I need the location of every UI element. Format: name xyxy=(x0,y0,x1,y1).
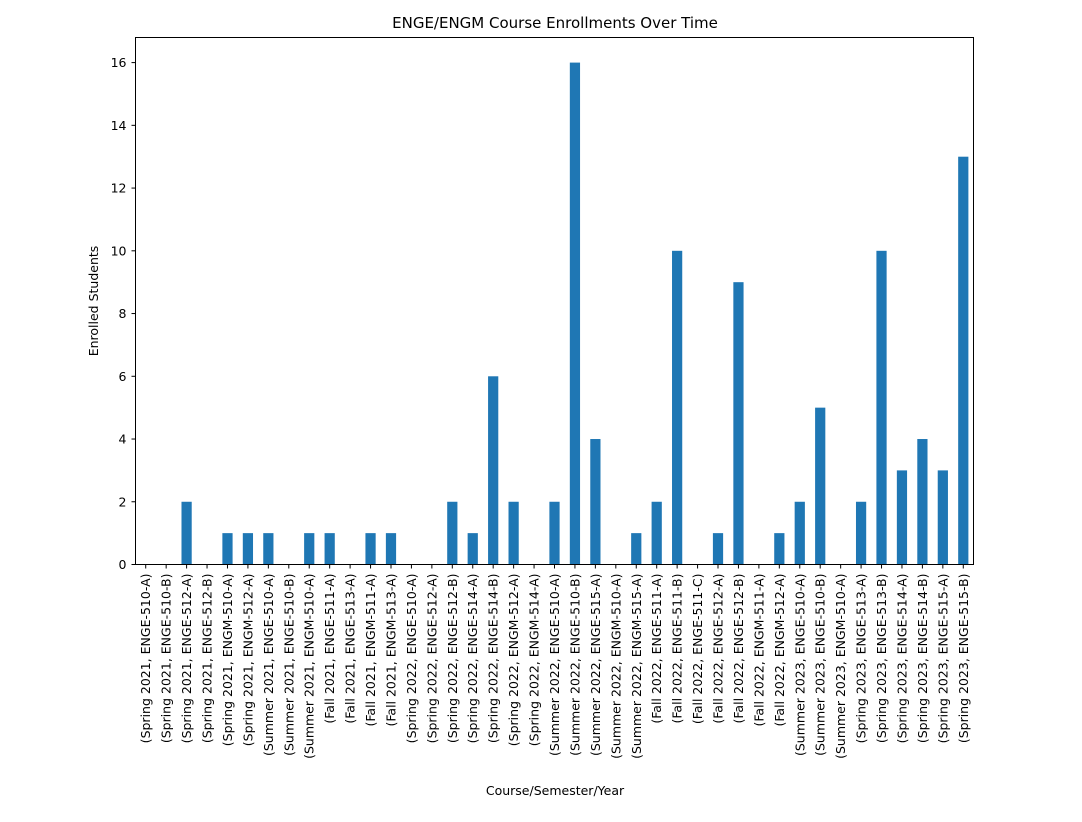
x-tick-label: (Spring 2022, ENGE-514-B) xyxy=(486,574,501,744)
x-tick-label: (Summer 2022, ENGE-510-A) xyxy=(547,574,562,757)
bar xyxy=(324,533,335,565)
x-tick-label: (Spring 2022, ENGM-514-A) xyxy=(527,574,542,747)
bar xyxy=(896,470,908,565)
x-tick-label: (Spring 2021, ENGM-510-A) xyxy=(220,574,235,747)
bar xyxy=(876,250,887,565)
x-tick-label: (Summer 2023, ENGE-510-A) xyxy=(792,574,807,757)
y-tick-label: 8 xyxy=(119,306,127,321)
y-axis-label: Enrolled Students xyxy=(86,246,101,357)
x-tick-label: (Fall 2022, ENGE-512-A) xyxy=(711,574,726,724)
x-tick-label: (Spring 2023, ENGE-513-B) xyxy=(874,574,889,744)
x-tick-label: (Fall 2021, ENGE-511-A) xyxy=(322,574,337,724)
y-tick-label: 12 xyxy=(111,181,127,196)
x-tick-label: (Fall 2022, ENGM-511-A) xyxy=(751,574,766,727)
plot-frame xyxy=(135,37,974,565)
bar xyxy=(365,533,376,565)
y-tick-label: 2 xyxy=(119,494,127,509)
y-tick-label: 14 xyxy=(111,118,127,133)
x-tick-label: (Spring 2023, ENGE-514-A) xyxy=(894,574,909,744)
x-tick-label: (Spring 2021, ENGE-510-B) xyxy=(159,574,174,744)
y-tick-label: 16 xyxy=(111,55,127,70)
bar xyxy=(488,376,499,565)
x-tick-label: (Fall 2021, ENGM-513-A) xyxy=(383,574,398,727)
bar xyxy=(631,533,642,565)
x-tick-label: (Summer 2021, ENGE-510-A) xyxy=(261,574,276,757)
x-tick-label: (Summer 2022, ENGE-515-A) xyxy=(588,574,603,757)
bar xyxy=(855,501,867,565)
bar xyxy=(508,501,519,565)
x-tick-label: (Summer 2022, ENGM-510-A) xyxy=(608,574,623,759)
x-tick-label: (Spring 2021, ENGE-512-B) xyxy=(200,574,215,744)
x-tick-label: (Fall 2022, ENGE-511-B) xyxy=(670,574,685,724)
bar xyxy=(794,501,805,565)
x-tick-label: (Spring 2021, ENGM-512-A) xyxy=(240,574,255,747)
bar xyxy=(569,62,581,565)
x-tick-label: (Spring 2021, ENGE-510-A) xyxy=(138,574,153,744)
x-tick-label: (Summer 2021, ENGM-510-A) xyxy=(302,574,317,759)
y-tick-label: 0 xyxy=(119,557,127,572)
x-tick-label: (Fall 2022, ENGE-511-C) xyxy=(690,574,705,725)
bar xyxy=(385,533,397,565)
bar xyxy=(549,501,560,565)
bar xyxy=(917,439,928,565)
bar xyxy=(651,501,662,565)
bar xyxy=(242,533,254,565)
x-tick-label: (Spring 2022, ENGM-512-A) xyxy=(506,574,521,747)
x-tick-label: (Summer 2022, ENGE-510-B) xyxy=(567,574,582,756)
x-tick-label: (Spring 2022, ENGE-514-A) xyxy=(465,574,480,744)
x-tick-label: (Spring 2023, ENGE-513-A) xyxy=(854,574,869,744)
x-tick-label: (Fall 2022, ENGM-512-A) xyxy=(772,574,787,727)
bar xyxy=(467,533,478,565)
bar xyxy=(590,439,601,565)
x-axis-label: Course/Semester/Year xyxy=(486,783,625,798)
bar xyxy=(263,533,274,565)
x-tick-label: (Summer 2023, ENGE-510-B) xyxy=(813,574,828,756)
x-tick-label: (Spring 2023, ENGE-514-B) xyxy=(915,574,930,744)
bar xyxy=(304,533,315,565)
bar xyxy=(774,533,785,565)
x-tick-label: (Spring 2023, ENGE-515-B) xyxy=(956,574,971,744)
x-tick-label: (Spring 2021, ENGE-512-A) xyxy=(179,574,194,744)
x-tick-label: (Summer 2022, ENGM-515-A) xyxy=(629,574,644,759)
bar xyxy=(937,470,948,565)
x-tick-label: (Summer 2023, ENGM-510-A) xyxy=(833,574,848,759)
x-tick-label: (Fall 2021, ENGE-513-A) xyxy=(343,574,358,724)
x-tick-label: (Spring 2022, ENGE-512-A) xyxy=(424,574,439,744)
bar xyxy=(733,282,744,565)
x-tick-label: (Fall 2022, ENGE-511-A) xyxy=(649,574,664,724)
bar xyxy=(181,501,192,565)
x-tick-label: (Fall 2022, ENGE-512-B) xyxy=(731,574,746,724)
bars-group xyxy=(181,62,969,565)
x-axis-ticks: (Spring 2021, ENGE-510-A) (Spring 2021, E… xyxy=(138,564,971,759)
y-tick-label: 6 xyxy=(119,369,127,384)
x-tick-label: (Spring 2022, ENGE-512-B) xyxy=(445,574,460,744)
y-tick-label: 10 xyxy=(111,243,127,258)
bar xyxy=(712,533,724,565)
bar xyxy=(815,407,826,565)
x-tick-label: (Summer 2021, ENGE-510-B) xyxy=(281,574,296,756)
x-tick-label: (Spring 2022, ENGE-510-A) xyxy=(404,574,419,744)
bar xyxy=(672,250,683,565)
bar xyxy=(222,533,233,565)
x-tick-label: (Spring 2023, ENGE-515-A) xyxy=(935,574,950,744)
chart-title: ENGE/ENGM Course Enrollments Over Time xyxy=(392,14,718,32)
y-axis-ticks: 0 2 4 6 8 10 12 14 16 xyxy=(111,55,136,572)
x-tick-label: (Fall 2021, ENGM-511-A) xyxy=(363,574,378,727)
bar xyxy=(447,501,458,565)
y-tick-label: 4 xyxy=(119,432,127,447)
bar xyxy=(958,156,969,565)
